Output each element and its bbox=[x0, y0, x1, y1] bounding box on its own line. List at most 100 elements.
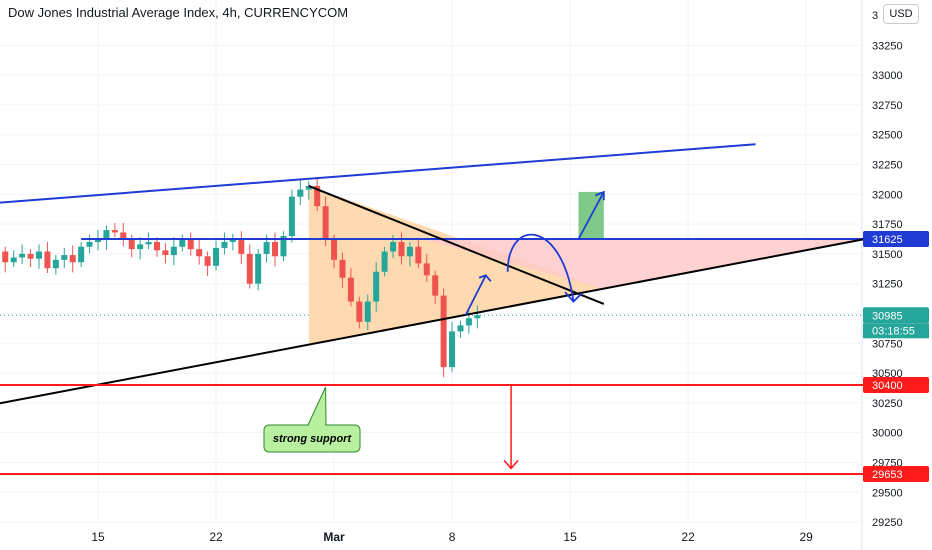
candle-body bbox=[10, 257, 17, 263]
candle-body bbox=[423, 263, 430, 276]
price-tag-label: 31625 bbox=[872, 234, 903, 246]
candle-body bbox=[356, 301, 363, 322]
rising-channel-line bbox=[0, 143, 756, 204]
candle-body bbox=[381, 251, 388, 272]
candle-body bbox=[339, 259, 346, 278]
candle-body bbox=[19, 253, 26, 258]
down-arrow-head bbox=[503, 459, 519, 470]
candle-body bbox=[390, 241, 397, 252]
candle-body bbox=[154, 241, 161, 251]
candle-body bbox=[44, 251, 51, 269]
y-tick-label: 33250 bbox=[872, 40, 903, 52]
y-tick-label: 31250 bbox=[872, 279, 903, 291]
candle-body bbox=[398, 241, 405, 257]
y-tick-label: 30250 bbox=[872, 398, 903, 410]
candle-body bbox=[432, 275, 439, 296]
candle-body bbox=[474, 315, 481, 319]
y-tick-label: 3 bbox=[872, 10, 878, 22]
price-tag bbox=[863, 231, 929, 247]
candle-body bbox=[457, 325, 464, 332]
x-tick-label: 8 bbox=[449, 530, 456, 544]
candle-body bbox=[204, 256, 211, 266]
projection-arrows bbox=[464, 190, 605, 316]
x-tick-label: 15 bbox=[563, 530, 577, 544]
candle-body bbox=[187, 239, 194, 250]
y-tick-label: 31750 bbox=[872, 219, 903, 231]
candle-body bbox=[145, 241, 152, 245]
y-tick-label: 30000 bbox=[872, 428, 903, 440]
callout-annotation: strong support bbox=[263, 386, 361, 453]
candle-body bbox=[221, 241, 228, 248]
candle-body bbox=[162, 250, 169, 256]
y-tick-label: 31500 bbox=[872, 249, 903, 261]
y-tick-label: 32000 bbox=[872, 189, 903, 201]
candle-body bbox=[103, 230, 110, 240]
y-tick-label: 32250 bbox=[872, 160, 903, 172]
falling-trendline bbox=[308, 185, 605, 305]
candlestick-series bbox=[2, 178, 481, 378]
candle-body bbox=[255, 253, 262, 284]
time-axis[interactable]: 15 22 Mar 8 15 22 29 bbox=[91, 530, 813, 544]
callout-text: strong support bbox=[273, 433, 353, 445]
y-tick-label: 29500 bbox=[872, 487, 903, 499]
candle-body bbox=[465, 318, 472, 326]
price-tag-label: 30400 bbox=[872, 380, 903, 392]
pattern-fills bbox=[308, 185, 866, 345]
x-tick-label: 22 bbox=[209, 530, 223, 544]
candle-body bbox=[213, 247, 220, 266]
candle-body bbox=[364, 301, 371, 322]
candle-body bbox=[322, 206, 329, 240]
candle-body bbox=[415, 246, 422, 264]
target-zone-fill bbox=[421, 239, 866, 289]
x-tick-label: 22 bbox=[681, 530, 695, 544]
price-tag bbox=[863, 377, 929, 393]
candle-body bbox=[2, 251, 9, 263]
drawing-tools bbox=[0, 143, 891, 476]
x-tick-label: Mar bbox=[323, 530, 345, 544]
candle-body bbox=[111, 230, 118, 233]
candle-body bbox=[280, 236, 287, 257]
candle-body bbox=[27, 253, 34, 259]
currency-button[interactable]: USD bbox=[883, 4, 919, 24]
rising-support-line bbox=[0, 238, 866, 405]
candle-body bbox=[449, 331, 456, 368]
candle-body bbox=[52, 259, 59, 269]
candle-body bbox=[440, 295, 447, 368]
price-axis[interactable]: 2925029500297503000030250305003075031000… bbox=[863, 10, 929, 529]
y-tick-label: 29250 bbox=[872, 517, 903, 529]
candle-body bbox=[272, 241, 279, 257]
candle-body bbox=[137, 244, 144, 250]
candle-body bbox=[373, 271, 380, 302]
candle-body bbox=[305, 185, 312, 190]
countdown-tag bbox=[863, 323, 929, 339]
candle-body bbox=[86, 241, 93, 247]
candle-body bbox=[196, 249, 203, 257]
candle-body bbox=[238, 238, 245, 254]
price-tag-label: 30985 bbox=[872, 310, 903, 322]
y-tick-label: 32500 bbox=[872, 130, 903, 142]
candle-body bbox=[229, 238, 236, 242]
countdown-label: 03:18:55 bbox=[872, 325, 915, 337]
candle-body bbox=[61, 255, 68, 260]
candle-body bbox=[69, 255, 76, 263]
candle-body bbox=[246, 253, 253, 284]
y-tick-label: 33000 bbox=[872, 70, 903, 82]
candle-body bbox=[35, 251, 42, 259]
candle-body bbox=[347, 277, 354, 302]
candle-body bbox=[78, 246, 85, 263]
price-tag bbox=[863, 466, 929, 483]
candle-body bbox=[95, 239, 101, 242]
y-tick-label: 30750 bbox=[872, 338, 903, 350]
candle-body bbox=[179, 239, 186, 247]
chart-title: Dow Jones Industrial Average Index, 4h, … bbox=[8, 5, 349, 20]
candle-body bbox=[120, 232, 127, 240]
price-tag bbox=[863, 307, 929, 324]
candle-body bbox=[406, 246, 413, 257]
x-tick-label: 29 bbox=[799, 530, 813, 544]
candle-body bbox=[314, 185, 321, 207]
candle-body bbox=[128, 239, 135, 250]
candle-body bbox=[297, 189, 304, 197]
candle-body bbox=[263, 241, 270, 254]
price-tag-label: 29653 bbox=[872, 469, 903, 481]
